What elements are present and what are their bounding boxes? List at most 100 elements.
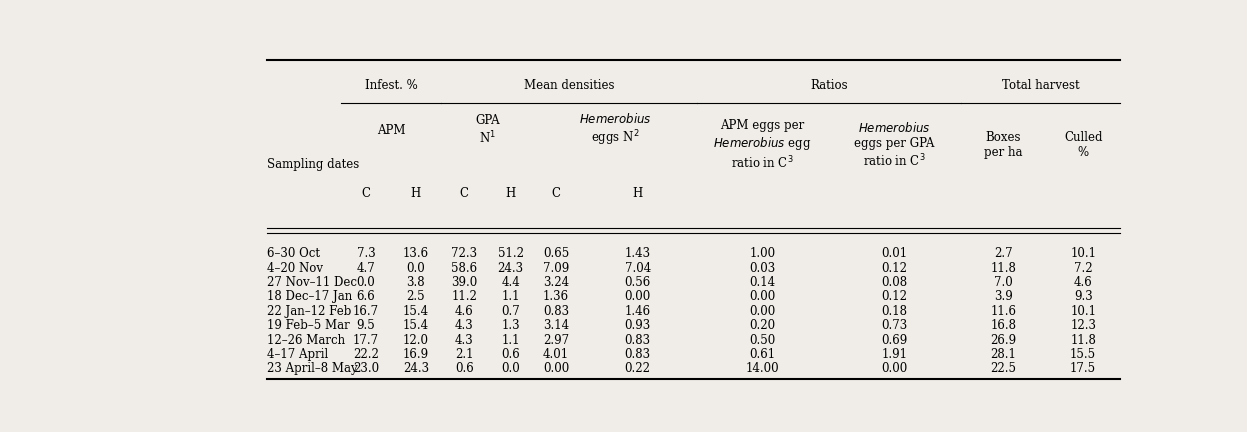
Text: 0.08: 0.08 xyxy=(882,276,908,289)
Text: 0.12: 0.12 xyxy=(882,261,908,275)
Text: 0.01: 0.01 xyxy=(882,247,908,260)
Text: 12.3: 12.3 xyxy=(1070,319,1096,332)
Text: 10.1: 10.1 xyxy=(1070,247,1096,260)
Text: 0.6: 0.6 xyxy=(455,362,474,375)
Text: 0.83: 0.83 xyxy=(625,348,651,361)
Text: 2.1: 2.1 xyxy=(455,348,474,361)
Text: 7.2: 7.2 xyxy=(1074,261,1092,275)
Text: 72.3: 72.3 xyxy=(451,247,478,260)
Text: APM: APM xyxy=(377,124,405,137)
Text: 27 Nov–11 Dec: 27 Nov–11 Dec xyxy=(267,276,357,289)
Text: 58.6: 58.6 xyxy=(451,261,478,275)
Text: 1.91: 1.91 xyxy=(882,348,908,361)
Text: 15.5: 15.5 xyxy=(1070,348,1096,361)
Text: 16.9: 16.9 xyxy=(403,348,429,361)
Text: 0.0: 0.0 xyxy=(407,261,425,275)
Text: 0.00: 0.00 xyxy=(749,290,776,303)
Text: 14.00: 14.00 xyxy=(746,362,779,375)
Text: 4.01: 4.01 xyxy=(542,348,569,361)
Text: 4.7: 4.7 xyxy=(357,261,375,275)
Text: 22.5: 22.5 xyxy=(990,362,1016,375)
Text: 22.2: 22.2 xyxy=(353,348,379,361)
Text: 2.5: 2.5 xyxy=(407,290,425,303)
Text: 2.7: 2.7 xyxy=(994,247,1013,260)
Text: Ratios: Ratios xyxy=(811,79,848,92)
Text: 24.3: 24.3 xyxy=(498,261,524,275)
Text: 11.8: 11.8 xyxy=(990,261,1016,275)
Text: 51.2: 51.2 xyxy=(498,247,524,260)
Text: 0.93: 0.93 xyxy=(625,319,651,332)
Text: 0.50: 0.50 xyxy=(749,334,776,346)
Text: 4–17 April: 4–17 April xyxy=(267,348,328,361)
Text: 9.3: 9.3 xyxy=(1074,290,1092,303)
Text: 0.73: 0.73 xyxy=(882,319,908,332)
Text: 4.6: 4.6 xyxy=(1074,276,1092,289)
Text: 1.1: 1.1 xyxy=(501,290,520,303)
Text: $\it{Hemerobius}$
eggs N$^{2}$: $\it{Hemerobius}$ eggs N$^{2}$ xyxy=(579,112,652,148)
Text: 0.56: 0.56 xyxy=(625,276,651,289)
Text: 1.46: 1.46 xyxy=(625,305,651,318)
Text: C: C xyxy=(551,187,560,200)
Text: Boxes
per ha: Boxes per ha xyxy=(984,131,1023,159)
Text: 4.4: 4.4 xyxy=(501,276,520,289)
Text: 0.00: 0.00 xyxy=(749,305,776,318)
Text: 23.0: 23.0 xyxy=(353,362,379,375)
Text: 0.00: 0.00 xyxy=(625,290,651,303)
Text: 3.24: 3.24 xyxy=(542,276,569,289)
Text: 3.14: 3.14 xyxy=(542,319,569,332)
Text: 1.3: 1.3 xyxy=(501,319,520,332)
Text: 0.7: 0.7 xyxy=(501,305,520,318)
Text: Infest. %: Infest. % xyxy=(365,79,418,92)
Text: 0.65: 0.65 xyxy=(542,247,569,260)
Text: 9.5: 9.5 xyxy=(357,319,375,332)
Text: 15.4: 15.4 xyxy=(403,305,429,318)
Text: 6–30 Oct: 6–30 Oct xyxy=(267,247,320,260)
Text: 0.14: 0.14 xyxy=(749,276,776,289)
Text: 0.00: 0.00 xyxy=(542,362,569,375)
Text: 0.20: 0.20 xyxy=(749,319,776,332)
Text: 17.5: 17.5 xyxy=(1070,362,1096,375)
Text: 11.8: 11.8 xyxy=(1070,334,1096,346)
Text: 7.04: 7.04 xyxy=(625,261,651,275)
Text: GPA
N$^{1}$: GPA N$^{1}$ xyxy=(475,114,500,146)
Text: 4–20 Nov: 4–20 Nov xyxy=(267,261,323,275)
Text: 22 Jan–12 Feb: 22 Jan–12 Feb xyxy=(267,305,352,318)
Text: 0.22: 0.22 xyxy=(625,362,651,375)
Text: $\it{Hemerobius}$
eggs per GPA
ratio in C$^{3}$: $\it{Hemerobius}$ eggs per GPA ratio in … xyxy=(854,121,934,169)
Text: 7.09: 7.09 xyxy=(542,261,569,275)
Text: 15.4: 15.4 xyxy=(403,319,429,332)
Text: 13.6: 13.6 xyxy=(403,247,429,260)
Text: 0.83: 0.83 xyxy=(625,334,651,346)
Text: 26.9: 26.9 xyxy=(990,334,1016,346)
Text: 11.2: 11.2 xyxy=(451,290,478,303)
Text: H: H xyxy=(505,187,516,200)
Text: 0.12: 0.12 xyxy=(882,290,908,303)
Text: 12.0: 12.0 xyxy=(403,334,429,346)
Text: 39.0: 39.0 xyxy=(451,276,478,289)
Text: C: C xyxy=(460,187,469,200)
Text: 0.69: 0.69 xyxy=(882,334,908,346)
Text: 16.8: 16.8 xyxy=(990,319,1016,332)
Text: 24.3: 24.3 xyxy=(403,362,429,375)
Text: 0.6: 0.6 xyxy=(501,348,520,361)
Text: 1.36: 1.36 xyxy=(542,290,569,303)
Text: 7.0: 7.0 xyxy=(994,276,1013,289)
Text: 16.7: 16.7 xyxy=(353,305,379,318)
Text: 4.3: 4.3 xyxy=(455,334,474,346)
Text: 3.8: 3.8 xyxy=(407,276,425,289)
Text: 23 April–8 May: 23 April–8 May xyxy=(267,362,358,375)
Text: 17.7: 17.7 xyxy=(353,334,379,346)
Text: 3.9: 3.9 xyxy=(994,290,1013,303)
Text: C: C xyxy=(362,187,370,200)
Text: 1.00: 1.00 xyxy=(749,247,776,260)
Text: 18 Dec–17 Jan: 18 Dec–17 Jan xyxy=(267,290,352,303)
Text: 0.0: 0.0 xyxy=(501,362,520,375)
Text: H: H xyxy=(632,187,642,200)
Text: Culled
%: Culled % xyxy=(1064,131,1102,159)
Text: 1.1: 1.1 xyxy=(501,334,520,346)
Text: 0.0: 0.0 xyxy=(357,276,375,289)
Text: 11.6: 11.6 xyxy=(990,305,1016,318)
Text: 10.1: 10.1 xyxy=(1070,305,1096,318)
Text: Sampling dates: Sampling dates xyxy=(267,159,359,172)
Text: 6.6: 6.6 xyxy=(357,290,375,303)
